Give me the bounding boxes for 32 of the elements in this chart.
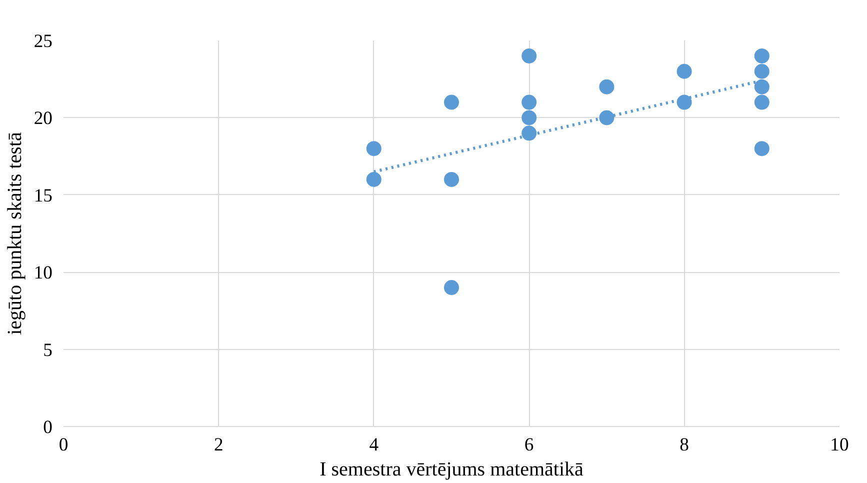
point (754, 48, 770, 64)
point (444, 172, 459, 187)
point (754, 79, 770, 94)
y-tick-label: 10 (34, 262, 52, 284)
point (522, 126, 537, 141)
y-tick-label: 0 (43, 417, 52, 438)
y-tick-label: 25 (34, 31, 52, 52)
point (522, 110, 537, 126)
point (522, 94, 537, 110)
point (599, 79, 614, 94)
point (522, 48, 537, 64)
point (754, 94, 770, 110)
point (599, 110, 614, 126)
point (754, 141, 770, 156)
x-tick-label: 6 (524, 434, 534, 456)
x-tick-label: 0 (58, 434, 68, 456)
y-tick-label: 20 (34, 108, 52, 130)
x-tick-label: 8 (680, 434, 689, 456)
point (444, 94, 459, 110)
x-tick-label: 4 (369, 434, 380, 456)
y-tick-label: 5 (43, 340, 52, 361)
point (366, 141, 382, 156)
x-tick-label: 2 (214, 434, 224, 456)
point (754, 64, 770, 79)
point (444, 280, 459, 296)
point (676, 94, 692, 110)
y-tick-label: 15 (34, 185, 52, 206)
x-axis-title: I semestra vērtējums matemātikā (320, 458, 584, 480)
point (366, 172, 382, 187)
y-axis-title: iegūto punktu skaits testā (4, 132, 26, 335)
point (676, 64, 692, 79)
x-tick-label: 10 (830, 434, 849, 456)
